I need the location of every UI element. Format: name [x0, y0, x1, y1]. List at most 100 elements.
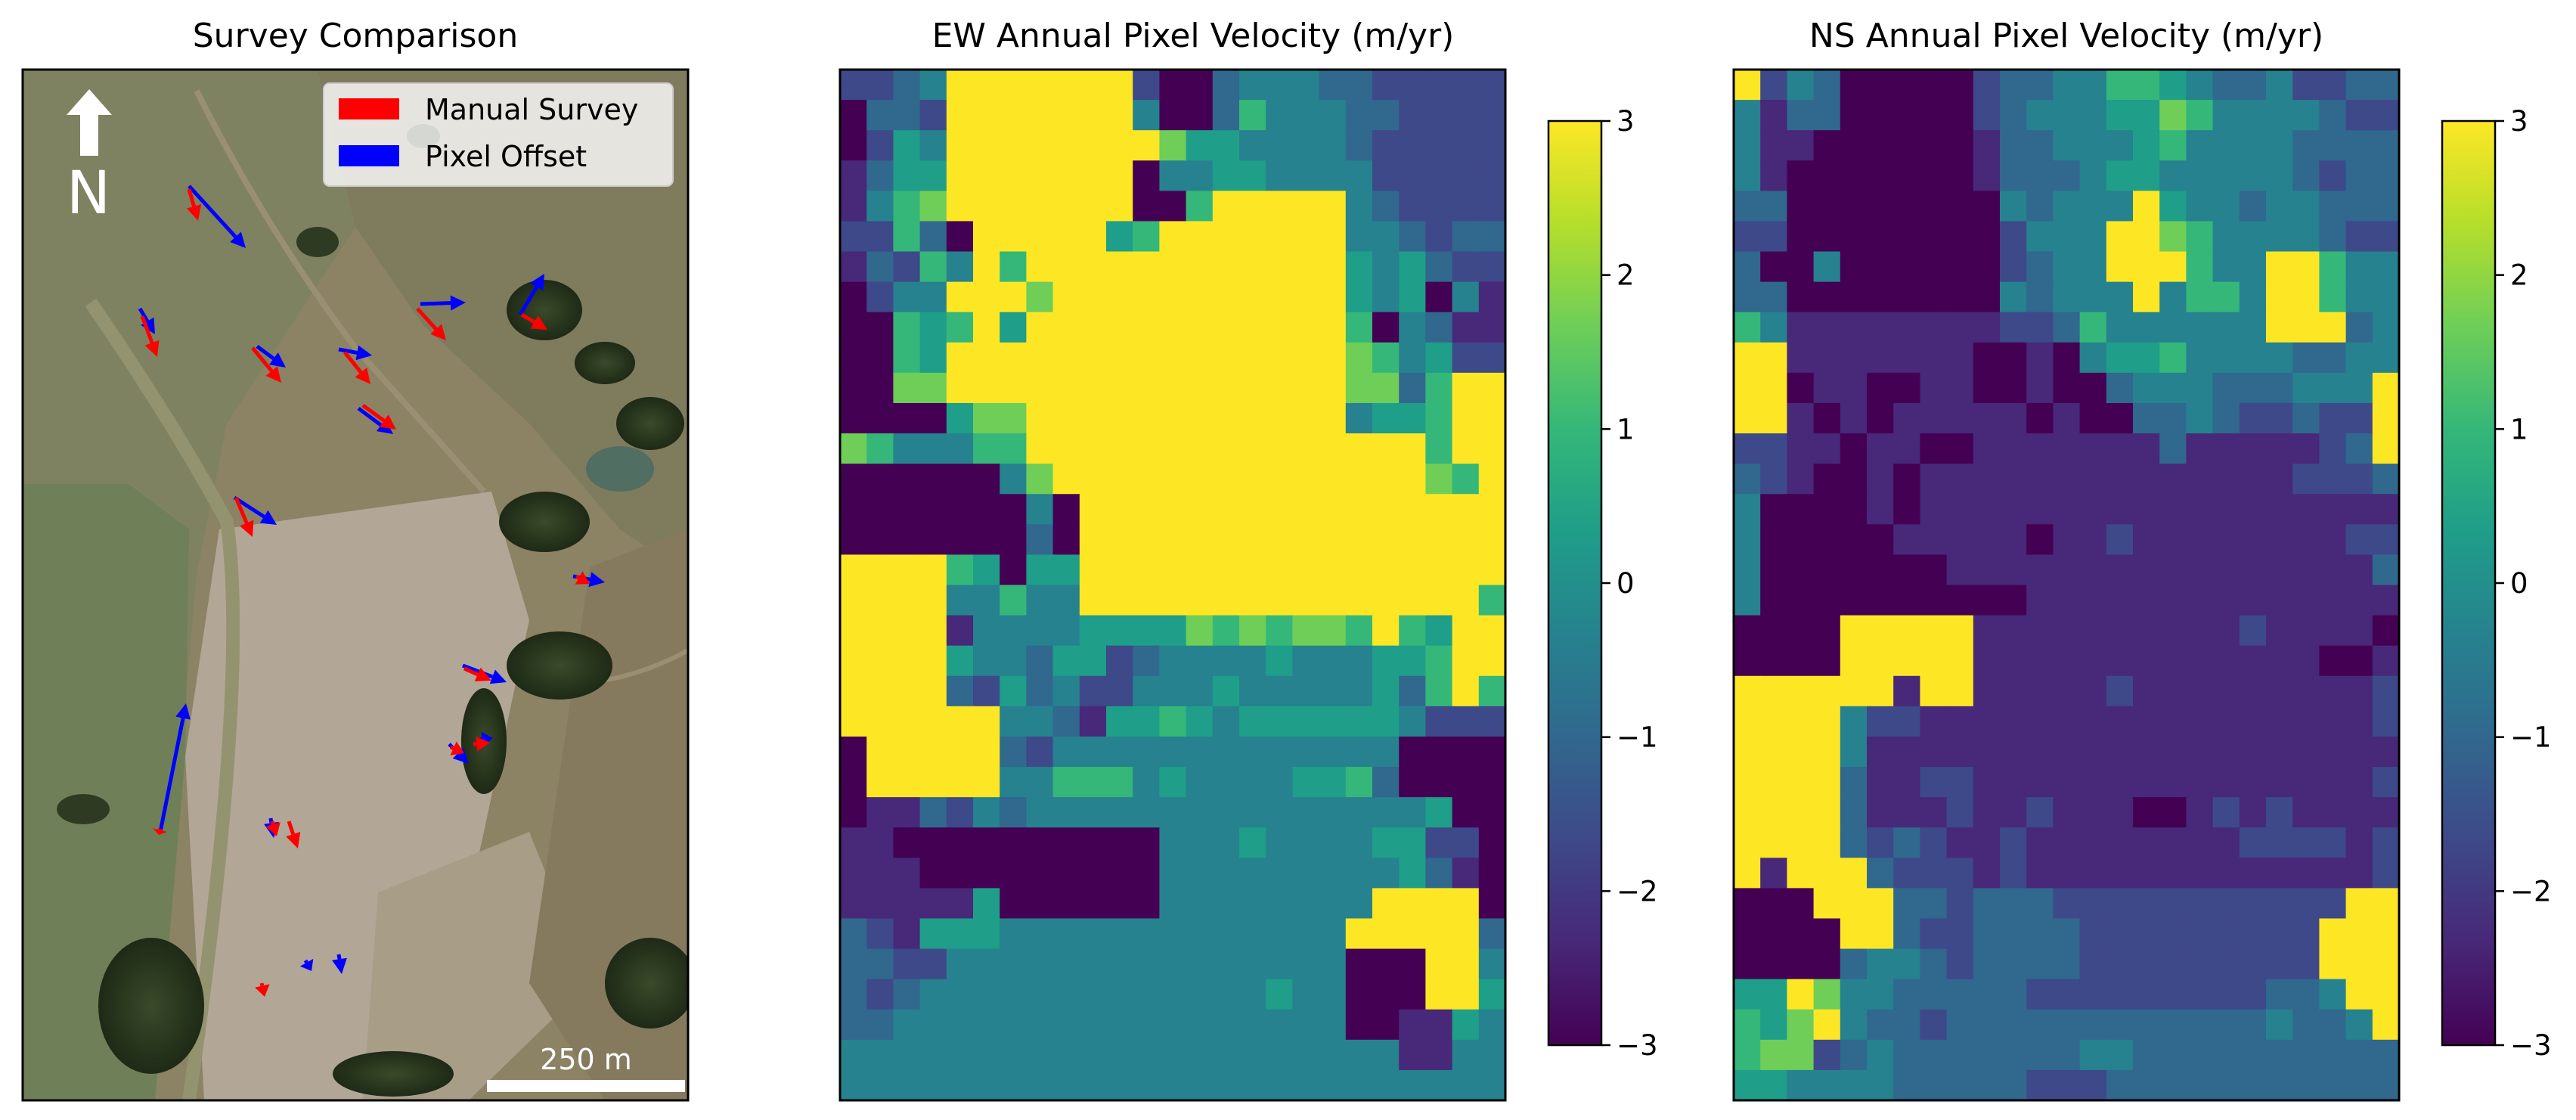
heatmap-cell: [1787, 402, 1815, 434]
heatmap-cell: [2186, 191, 2214, 222]
heatmap-cell: [1920, 402, 1948, 434]
heatmap-cell: [1867, 160, 1894, 191]
heatmap-cell: [1734, 554, 1761, 586]
heatmap-cell: [1372, 675, 1400, 707]
heatmap-cell: [2026, 948, 2054, 980]
heatmap-cell: [1452, 1009, 1480, 1041]
heatmap-cell: [1920, 251, 1948, 283]
heatmap-cell: [1973, 130, 2001, 161]
heatmap-cell: [2000, 160, 2027, 191]
heatmap-cell: [919, 858, 947, 889]
heatmap-cell: [1425, 100, 1453, 131]
heatmap-cell: [1399, 948, 1426, 980]
heatmap-cell: [919, 130, 947, 161]
heatmap-cell: [2026, 1069, 2054, 1101]
colorbar-tick-label: 1: [2510, 413, 2528, 445]
heatmap-cell: [1239, 948, 1266, 980]
colorbar-tick-label: 0: [2510, 567, 2528, 600]
heatmap-cell: [1292, 402, 1320, 434]
heatmap-cell: [1734, 100, 1761, 131]
heatmap-cell: [1052, 464, 1080, 495]
heatmap-cell: [1760, 888, 1787, 920]
heatmap-cell: [1292, 312, 1320, 343]
heatmap-cell: [2186, 1069, 2214, 1101]
heatmap-cell: [1973, 554, 2001, 586]
heatmap-cell: [1840, 342, 1868, 374]
heatmap-cell: [2159, 402, 2187, 434]
heatmap-cell: [2133, 342, 2160, 374]
heatmap-cell: [1399, 615, 1426, 647]
heatmap-cell: [2079, 464, 2107, 495]
heatmap-cell: [2186, 1009, 2214, 1041]
heatmap-cell: [1239, 342, 1266, 374]
heatmap-cell: [946, 585, 974, 616]
heatmap-cell: [2000, 736, 2027, 768]
heatmap-cell: [1425, 827, 1453, 858]
heatmap-cell: [840, 827, 867, 858]
heatmap-cell: [946, 918, 974, 950]
heatmap-cell: [2159, 585, 2187, 616]
heatmap-cell: [2266, 979, 2293, 1010]
heatmap-cell: [1920, 827, 1948, 858]
heatmap-cell: [1760, 312, 1787, 343]
heatmap-cell: [1920, 1009, 1948, 1041]
heatmap-cell: [2212, 675, 2240, 707]
heatmap-cell: [2133, 767, 2160, 798]
heatmap-cell: [1026, 585, 1054, 616]
heatmap-cell: [2133, 736, 2160, 768]
pixel-offset-arrow: [233, 495, 277, 525]
heatmap-cell: [1186, 888, 1214, 920]
heatmap-cell: [1186, 251, 1214, 283]
heatmap-cell: [1425, 1069, 1453, 1101]
heatmap-cell: [1239, 221, 1266, 253]
heatmap-cell: [1159, 342, 1187, 374]
heatmap-cell: [2319, 585, 2347, 616]
heatmap-cell: [2292, 615, 2320, 647]
heatmap-cell: [1345, 979, 1373, 1010]
heatmap-cell: [2212, 1069, 2240, 1101]
heatmap-cell: [866, 464, 894, 495]
heatmap-cell: [893, 948, 921, 980]
heatmap-cell: [2292, 585, 2320, 616]
pixel-offset-arrow: [138, 307, 155, 334]
heatmap-cell: [1478, 342, 1506, 374]
heatmap-cell: [1106, 1039, 1133, 1071]
heatmap-cell: [2239, 554, 2267, 586]
heatmap-cell: [2345, 494, 2373, 525]
heatmap-cell: [1159, 797, 1187, 828]
heatmap-cell: [2079, 251, 2107, 283]
manual-survey-arrow: [520, 312, 547, 330]
heatmap-cell: [1787, 191, 1815, 222]
heatmap-cell: [1893, 554, 1920, 586]
heatmap-cell: [2239, 1009, 2267, 1041]
heatmap-cell: [2266, 615, 2293, 647]
heatmap-cell: [866, 979, 894, 1010]
heatmap-cell: [1159, 554, 1187, 586]
heatmap-cell: [1787, 675, 1815, 707]
heatmap-cell: [1372, 706, 1400, 737]
heatmap-cell: [1186, 160, 1214, 191]
heatmap-cell: [1920, 433, 1948, 464]
heatmap-cell: [2079, 160, 2107, 191]
heatmap-cell: [1760, 433, 1787, 464]
heatmap-cell: [1760, 767, 1787, 798]
heatmap-cell: [1133, 494, 1160, 525]
heatmap-cell: [2159, 706, 2187, 737]
heatmap-cell: [1893, 402, 1920, 434]
heatmap-cell: [1452, 342, 1480, 374]
heatmap-cell: [866, 1069, 894, 1101]
heatmap-cell: [1000, 797, 1027, 828]
heatmap-cell: [840, 100, 867, 131]
heatmap-cell: [1159, 130, 1187, 161]
heatmap-cell: [1159, 70, 1187, 101]
heatmap-cell: [1946, 70, 1974, 101]
heatmap-cell: [893, 858, 921, 889]
heatmap-cell: [1186, 524, 1214, 556]
heatmap-cell: [2106, 433, 2134, 464]
heatmap-cell: [840, 524, 867, 556]
heatmap-cell: [2106, 342, 2134, 374]
heatmap-cell: [1239, 675, 1266, 707]
heatmap-cell: [1734, 494, 1761, 525]
heatmap-cell: [1106, 251, 1133, 283]
